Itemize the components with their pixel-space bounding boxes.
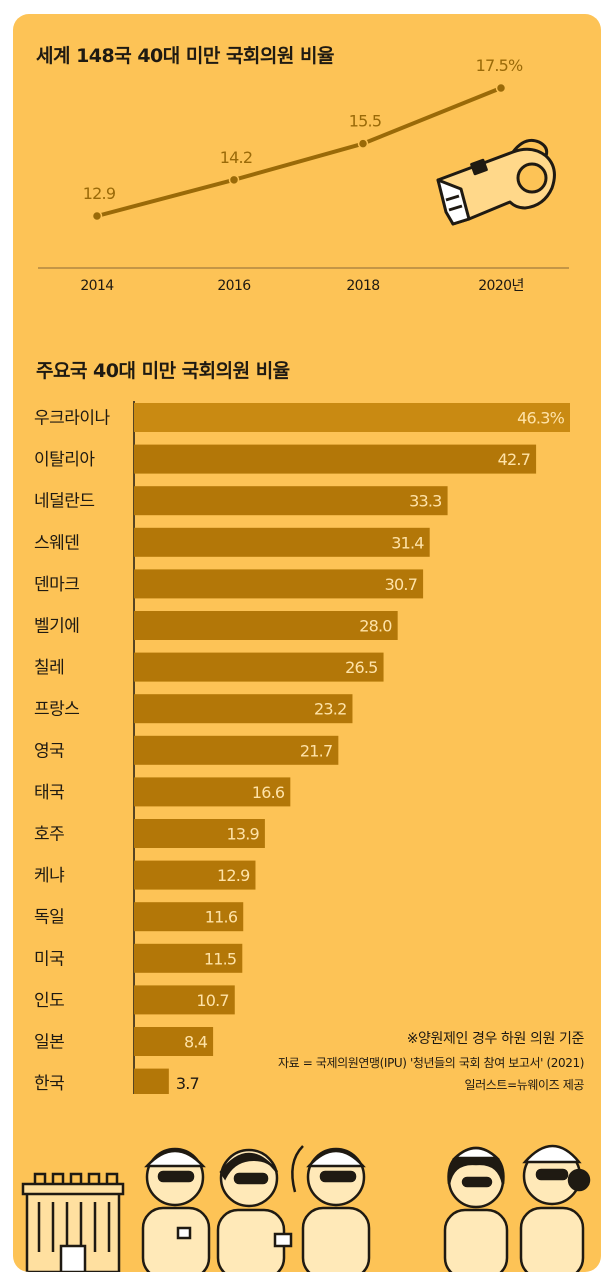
category-label: 미국 [34, 949, 64, 969]
bar [134, 569, 424, 599]
category-label: 덴마크 [34, 575, 79, 595]
x-tick-label: 2016 [217, 278, 251, 294]
bar [134, 777, 291, 807]
bar-value-label: 33.3 [409, 492, 441, 511]
category-label: 케냐 [34, 866, 65, 886]
line-series [95, 86, 503, 218]
bar-value-label: 11.6 [205, 908, 238, 927]
bar-value-label: 46.3% [517, 409, 564, 428]
bar [134, 486, 448, 516]
bar [134, 403, 570, 432]
bar-value-label: 31.4 [391, 533, 424, 552]
line-chart: 12.9 2014 14.2 2016 15.5 2018 17.5% 2020년 [38, 56, 569, 294]
person-illustration-1 [141, 1147, 211, 1272]
category-label: 우크라이나 [34, 409, 111, 429]
x-tick-label: 2018 [346, 278, 379, 294]
bar-value-label: 23.2 [314, 700, 346, 719]
category-label: 한국 [34, 1074, 64, 1094]
category-label: 벨기에 [34, 617, 79, 637]
bar-value-label: 26.5 [345, 658, 377, 677]
bar-value-label: 10.7 [196, 991, 228, 1010]
infographic-card: 세계 148국 40대 미만 국회의원 비율 12.9 2014 14.2 2016 1… [13, 14, 601, 1272]
bar [134, 735, 339, 765]
category-label: 인도 [34, 991, 64, 1011]
category-label: 프랑스 [34, 700, 79, 720]
bar-value-label: 8.4 [184, 1033, 208, 1052]
category-label: 이탈리아 [34, 450, 95, 470]
bar [134, 694, 353, 724]
bar [134, 1068, 169, 1094]
category-label: 태국 [34, 783, 64, 803]
bar [134, 860, 256, 890]
person-illustration-4 [443, 1146, 509, 1272]
category-label: 호주 [34, 825, 64, 845]
x-tick-label: 2014 [80, 278, 114, 294]
bar-value-label: 13.9 [226, 825, 259, 844]
category-label: 독일 [34, 908, 64, 928]
category-label: 영국 [34, 741, 64, 761]
bar-value-label: 30.7 [385, 575, 417, 594]
parliament-building-icon [21, 1172, 125, 1272]
line-point [495, 82, 507, 94]
bar [134, 611, 398, 640]
line-point [228, 174, 240, 186]
person-illustration-2 [216, 1148, 293, 1272]
person-illustration-5 [519, 1144, 591, 1272]
category-label: 칠레 [34, 658, 64, 678]
category-label: 네덜란드 [34, 492, 95, 512]
bar-value-label: 28.0 [359, 617, 392, 636]
bar [134, 943, 243, 973]
bar [134, 902, 244, 932]
x-tick-label: 2020년 [478, 278, 524, 294]
bar [134, 527, 430, 557]
line-value-label: 17.5% [476, 56, 523, 75]
person-illustration-3 [291, 1145, 371, 1272]
illustration-credit: 일러스트=뉴웨이즈 제공 [464, 1078, 585, 1092]
bar-chart-title: 주요국 40대 미만 국회의원 비율 [36, 360, 290, 382]
bar-value-label: 11.5 [204, 949, 236, 968]
line-point [91, 210, 103, 222]
source-note: 자료 = 국제의원연맹(IPU) '청년들의 국회 참여 보고서' (2021) [278, 1056, 584, 1070]
bar-value-label: 12.9 [217, 866, 250, 885]
line-value-label: 14.2 [220, 148, 252, 167]
bar [134, 1027, 214, 1056]
whistle-icon [436, 138, 556, 226]
footnote-basis: ※양원제인 경우 하원 의원 기준 [406, 1031, 585, 1047]
bar [134, 444, 537, 474]
bar-value-label: 42.7 [498, 450, 530, 469]
line-chart-title: 세계 148국 40대 미만 국회의원 비율 [36, 45, 334, 67]
line-point [357, 138, 369, 149]
line-value-label: 12.9 [83, 184, 116, 203]
illustration [21, 1144, 591, 1272]
bar-value-label: 3.7 [176, 1074, 199, 1093]
bar-value-label: 16.6 [252, 783, 285, 802]
category-label: 스웨덴 [34, 533, 79, 553]
bar-value-label: 21.7 [300, 741, 332, 760]
bar [134, 985, 235, 1015]
category-label: 일본 [34, 1033, 64, 1053]
bar-chart: 우크라이나 46.3% 이탈리아 42.7 네덜란드 33.3 스웨덴 31.4 덴마크 30.7… [34, 401, 570, 1094]
bar [134, 819, 265, 848]
bar [134, 652, 384, 682]
line-value-label: 15.5 [349, 112, 381, 131]
